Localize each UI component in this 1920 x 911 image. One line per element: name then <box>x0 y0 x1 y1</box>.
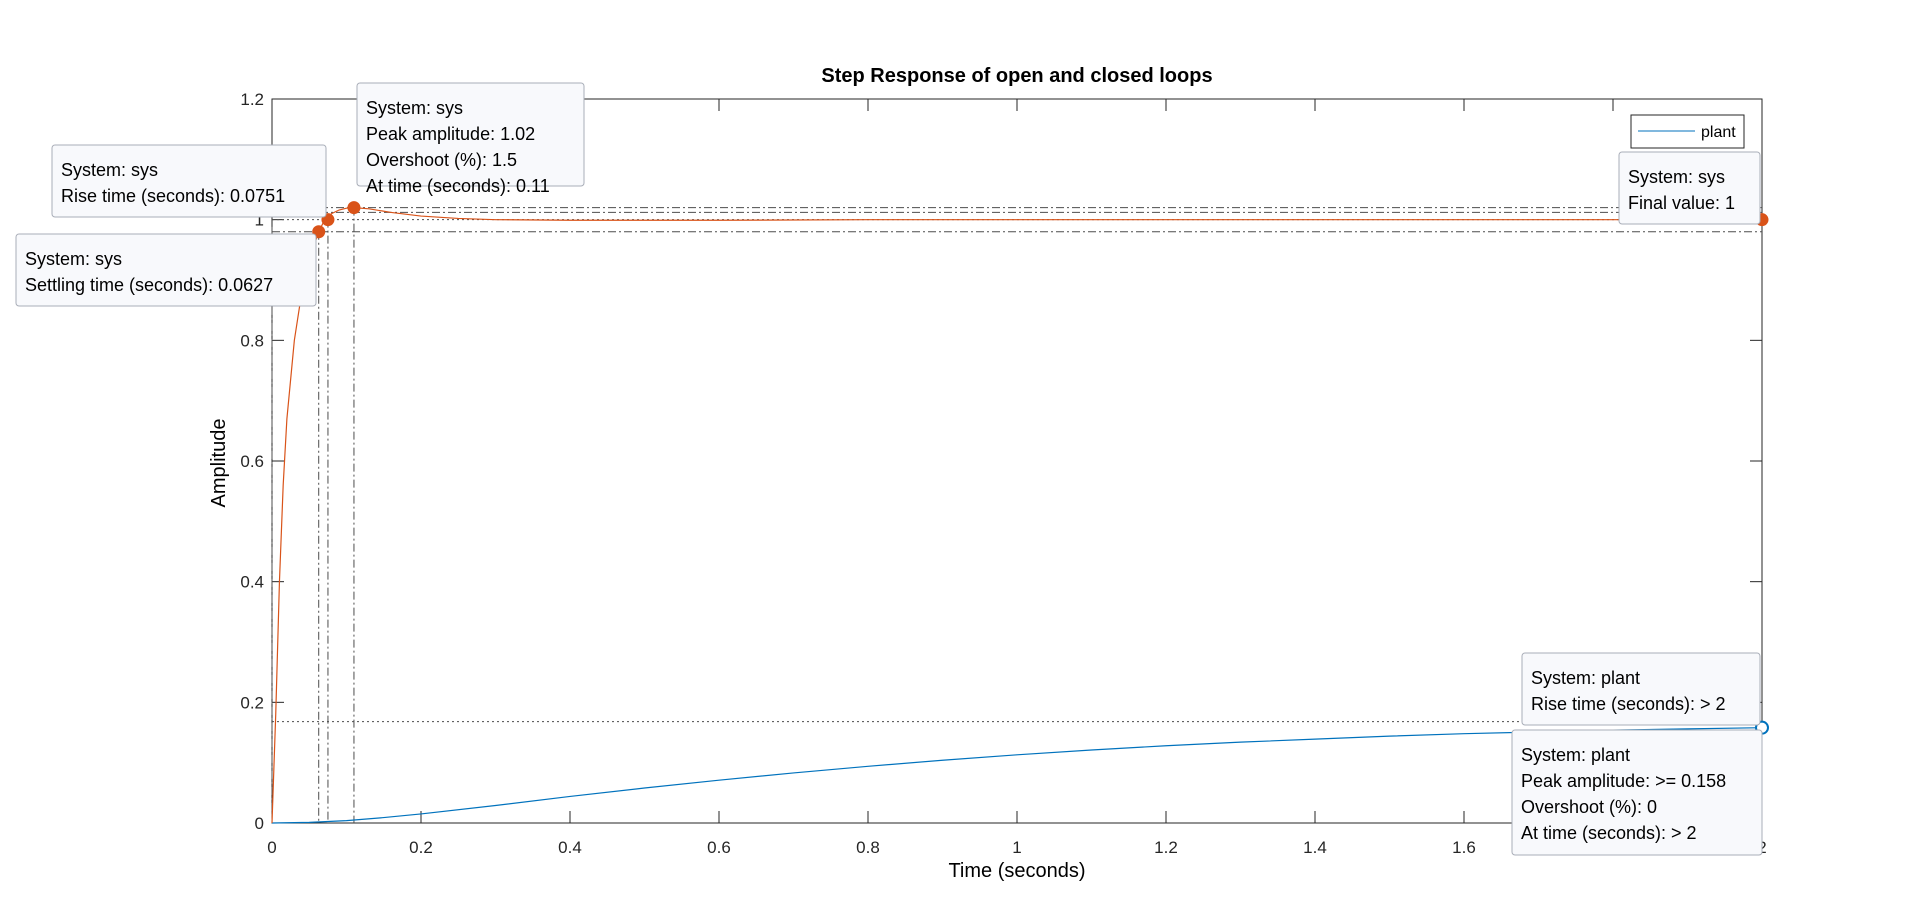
datatip-line: System: sys <box>1628 167 1725 187</box>
datatip-plant-peak: System: plant Peak amplitude: >= 0.158 Ove… <box>1511 729 1763 856</box>
datatip-line: Rise time (seconds): 0.0751 <box>61 186 285 206</box>
y-tick-label: 0.2 <box>240 693 264 712</box>
x-tick-label: 0.4 <box>558 838 582 857</box>
datatip-line: Peak amplitude: >= 0.158 <box>1521 771 1726 791</box>
y-tick-label: 0 <box>255 814 264 833</box>
datatip-line: Peak amplitude: 1.02 <box>366 124 535 144</box>
y-tick-label: 0.4 <box>240 573 264 592</box>
datatip-box <box>1521 652 1761 726</box>
legend[interactable]: plant <box>1630 114 1745 149</box>
series-line-sys <box>271 206 1762 824</box>
x-tick-label: 1 <box>1012 838 1021 857</box>
x-tick-label: 0.8 <box>856 838 880 857</box>
datatip-line: At time (seconds): > 2 <box>1521 823 1697 843</box>
datatip-line: At time (seconds): 0.11 <box>366 176 550 196</box>
series-line-plant <box>271 727 1763 824</box>
datatip-box <box>15 233 317 307</box>
datatip-plant-rise-time: System: plant Rise time (seconds): > 2 <box>1521 652 1761 726</box>
y-tick-label: 0.8 <box>240 331 264 350</box>
datatip-line: Overshoot (%): 0 <box>1521 797 1657 817</box>
datatip-box <box>51 144 327 218</box>
y-tick-label: 1 <box>255 211 264 230</box>
datatip-line: System: plant <box>1521 745 1630 765</box>
y-tick-label: 1.2 <box>240 90 264 109</box>
legend-entry-plant: plant <box>1701 124 1736 141</box>
x-axis-label: Time (seconds) <box>948 860 1085 882</box>
datatip-line: System: sys <box>366 98 463 118</box>
datatip-line: Final value: 1 <box>1628 193 1735 213</box>
datatip-line: System: plant <box>1531 668 1640 688</box>
x-tick-label: 1.6 <box>1452 838 1476 857</box>
x-tick-label: 0.2 <box>409 838 433 857</box>
tick-labels: 00.20.40.60.811.21.41.61.8200.20.40.60.8… <box>240 90 1766 857</box>
datatip-line: System: sys <box>61 160 158 180</box>
datatip-sys-final-value: System: sys Final value: 1 <box>1618 151 1761 225</box>
datatip-line: Rise time (seconds): > 2 <box>1531 694 1726 714</box>
x-tick-label: 1.4 <box>1303 838 1327 857</box>
y-axis-label: Amplitude <box>208 419 230 508</box>
x-tick-label: 0.6 <box>707 838 731 857</box>
datatip-box <box>1511 729 1763 856</box>
x-tick-label: 0 <box>267 838 276 857</box>
datatip-line: Overshoot (%): 1.5 <box>366 150 517 170</box>
datatip-sys-peak: System: sys Peak amplitude: 1.02 Overshoot… <box>356 82 585 196</box>
y-tick-label: 0.6 <box>240 452 264 471</box>
data-tips: System: sys Peak amplitude: 1.02 Overshoot… <box>15 82 1763 856</box>
datatip-line: Settling time (seconds): 0.0627 <box>25 275 273 295</box>
x-tick-label: 1.2 <box>1154 838 1178 857</box>
datatip-sys-settling-time: System: sys Settling time (seconds): 0.06… <box>15 233 317 307</box>
marker-peak[interactable] <box>347 201 361 215</box>
datatip-sys-rise-time: System: sys Rise time (seconds): 0.0751 <box>51 144 327 218</box>
series-lines <box>271 206 1763 824</box>
datatip-line: System: sys <box>25 249 122 269</box>
datatip-box <box>356 82 585 187</box>
chart-title: Step Response of open and closed loops <box>821 65 1212 87</box>
datatip-box <box>1618 151 1761 225</box>
